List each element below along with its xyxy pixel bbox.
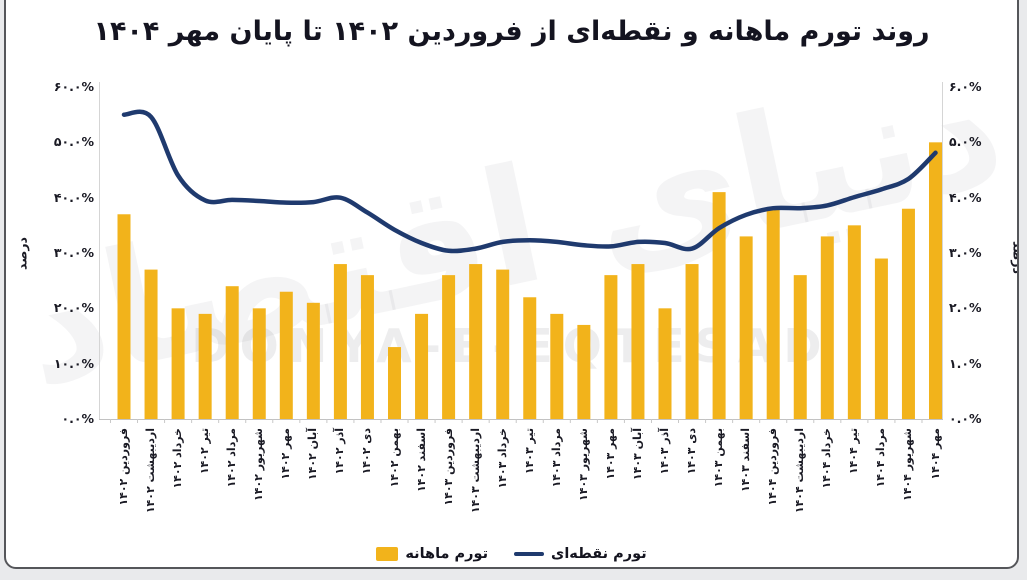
x-axis-label: مهر ۱۴۰۳	[603, 428, 617, 480]
x-axis-label: تیر ۱۴۰۴	[847, 428, 861, 475]
left-axis-title: درصد	[14, 237, 30, 270]
right-axis-tick-label: ۰.۰%	[949, 411, 982, 426]
bar-monthly-inflation	[685, 264, 699, 419]
right-axis-tick-label: ۵.۰%	[949, 134, 982, 150]
bar-monthly-inflation	[442, 275, 456, 419]
bar-monthly-inflation	[604, 275, 618, 419]
x-axis-label: فروردین ۱۴۰۴	[766, 428, 780, 506]
x-axis-label: دی ۱۴۰۲	[360, 428, 374, 475]
x-axis-label: اردیبهشت ۱۴۰۳	[468, 428, 482, 514]
bar-monthly-inflation	[658, 308, 672, 419]
bar-monthly-inflation	[388, 347, 401, 419]
bar-monthly-inflation	[306, 302, 320, 419]
bar-monthly-inflation	[631, 264, 645, 419]
left-axis-tick-label: ۱۰.۰%	[53, 355, 94, 371]
x-axis-label: شهریور ۱۴۰۳	[576, 428, 590, 501]
bar-monthly-inflation	[496, 269, 510, 419]
bar-monthly-inflation	[523, 297, 537, 419]
bar-monthly-inflation	[550, 313, 564, 419]
left-axis-tick-label: ۴۰.۰%	[53, 189, 94, 205]
bar-monthly-inflation	[712, 192, 726, 419]
bar-monthly-inflation	[901, 208, 915, 419]
bar-monthly-inflation	[793, 275, 807, 419]
bar-monthly-inflation	[144, 269, 158, 419]
right-axis-tick-label: ۴.۰%	[949, 189, 982, 205]
left-axis-tick-label: ۵۰.۰%	[53, 134, 94, 150]
bar-monthly-inflation	[739, 236, 753, 419]
bar-monthly-inflation	[820, 236, 834, 419]
left-axis-tick-label: ۶۰.۰%	[53, 79, 94, 94]
bar-monthly-inflation	[117, 214, 131, 419]
right-axis-tick-label: ۲.۰%	[949, 300, 982, 316]
left-axis-tick-label: ۳۰.۰%	[53, 245, 94, 260]
x-axis-label: خرداد ۱۴۰۲	[171, 428, 185, 489]
x-axis-label: اردیبهشت ۱۴۰۴	[793, 428, 807, 514]
x-axis-label: مرداد ۱۴۰۳	[549, 428, 563, 488]
line-series-swatch-icon	[514, 552, 545, 556]
bar-monthly-inflation	[929, 142, 942, 419]
x-axis-label: مهر ۱۴۰۲	[279, 428, 293, 480]
legend-item-point-to-point-inflation: تورم نقطه‌ای	[514, 546, 647, 562]
bar-monthly-inflation	[874, 258, 888, 419]
x-axis-label: آذر ۱۴۰۲	[333, 428, 347, 475]
bar-monthly-inflation	[766, 208, 780, 419]
right-axis-title: درصد	[1010, 241, 1019, 274]
bar-monthly-inflation	[279, 291, 293, 419]
bar-monthly-inflation	[469, 264, 483, 419]
x-axis-label: شهریور ۱۴۰۲	[252, 428, 266, 501]
right-axis-tick-label: ۱.۰%	[949, 355, 982, 371]
x-axis-label: بهمن ۱۴۰۲	[387, 428, 401, 488]
x-axis-label: تیر ۱۴۰۲	[198, 428, 212, 475]
inflation-chart-card: روند تورم ماهانه و نقطه‌ای از فروردین ۱۴…	[4, 0, 1019, 569]
x-axis-label: تیر ۱۴۰۳	[522, 428, 536, 475]
left-axis-tick-label: ۲۰.۰%	[53, 300, 94, 316]
x-axis-label: اردیبهشت ۱۴۰۲	[144, 428, 158, 514]
bar-monthly-inflation	[577, 324, 591, 419]
right-axis-tick-label: ۳.۰%	[949, 245, 982, 260]
chart-plot-area	[99, 82, 943, 423]
legend-line-label: تورم نقطه‌ای	[551, 546, 647, 562]
x-axis-label: خرداد ۱۴۰۳	[495, 428, 509, 489]
x-axis-label: دی ۱۴۰۳	[685, 428, 699, 475]
bar-monthly-inflation	[333, 264, 347, 419]
bar-series-swatch-icon	[376, 547, 399, 561]
x-axis-label: آبان ۱۴۰۳	[630, 428, 644, 481]
right-axis-tick-label: ۶.۰%	[949, 79, 982, 94]
bar-monthly-inflation	[360, 275, 374, 419]
legend-item-monthly-inflation: تورم ماهانه	[376, 546, 488, 562]
x-axis-label: آذر ۱۴۰۳	[658, 428, 671, 475]
x-axis-label: مهر ۱۴۰۴	[928, 428, 942, 480]
bar-monthly-inflation	[415, 313, 429, 419]
x-axis-label: مرداد ۱۴۰۴	[874, 428, 888, 488]
legend: تورم ماهانه تورم نقطه‌ای	[6, 546, 1017, 562]
legend-bar-label: تورم ماهانه	[405, 546, 489, 562]
x-axis-label: خرداد ۱۴۰۴	[820, 428, 834, 489]
bar-monthly-inflation	[252, 308, 266, 419]
x-axis-label: شهریور ۱۴۰۴	[901, 428, 915, 501]
x-axis-label: اسفند ۱۴۰۲	[414, 428, 428, 493]
x-axis-label: فروردین ۱۴۰۲	[117, 428, 130, 506]
x-axis-label: اسفند ۱۴۰۳	[739, 428, 753, 493]
x-axis-label: مرداد ۱۴۰۲	[225, 428, 239, 488]
line-point-to-point-inflation	[121, 109, 938, 254]
x-axis-label: فروردین ۱۴۰۳	[441, 428, 455, 506]
bar-monthly-inflation	[225, 286, 239, 419]
bar-monthly-inflation	[198, 313, 212, 419]
left-axis-tick-label: ۰.۰%	[61, 411, 94, 426]
bar-monthly-inflation	[171, 308, 185, 419]
bar-monthly-inflation	[847, 225, 861, 419]
x-axis-label: بهمن ۱۴۰۳	[712, 428, 726, 488]
chart-title: روند تورم ماهانه و نقطه‌ای از فروردین ۱۴…	[93, 16, 930, 47]
x-axis-label: آبان ۱۴۰۲	[306, 428, 320, 481]
